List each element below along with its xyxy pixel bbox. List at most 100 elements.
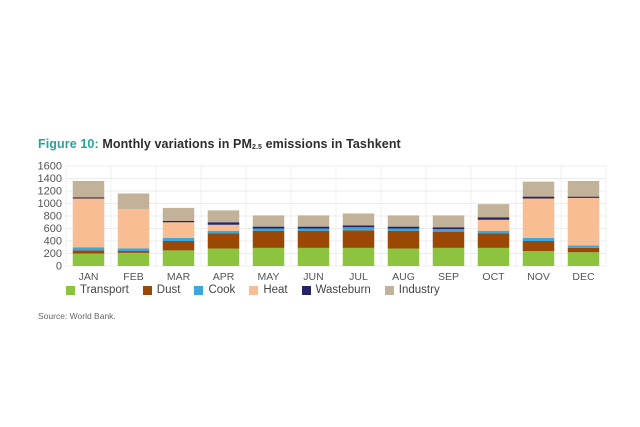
bar-segment-industry	[297, 215, 330, 227]
source-note: Source: World Bank.	[38, 311, 116, 321]
bar-stack-nov	[522, 181, 555, 266]
bar-segment-transport	[387, 248, 420, 266]
bar-segment-cook	[207, 231, 240, 234]
x-tick-label: JUL	[349, 271, 368, 283]
bar-segment-cook	[477, 231, 510, 234]
x-tick-label: MAR	[167, 271, 191, 283]
bar-stack-sep	[432, 215, 465, 266]
legend-label: Industry	[398, 284, 440, 296]
bar-segment-wasteburn	[342, 225, 375, 228]
bar-segment-cook	[387, 228, 420, 231]
bar-stack-aug	[387, 215, 420, 266]
bar-segment-cook	[297, 228, 330, 231]
bar-segment-heat	[162, 222, 195, 238]
x-tick-label: APR	[213, 271, 235, 283]
bar-segment-transport	[72, 253, 105, 266]
bar-stack-feb	[117, 193, 150, 266]
bar-stack-apr	[207, 210, 240, 266]
bar-stack-jul	[342, 213, 375, 266]
bar-segment-wasteburn	[162, 221, 195, 223]
legend-label: Transport	[80, 284, 129, 296]
bar-stack-jan	[72, 181, 105, 266]
bar-segment-dust	[567, 247, 600, 253]
chart-title: Figure 10: Monthly variations in PM2.5 e…	[38, 137, 401, 151]
bar-segment-wasteburn	[207, 222, 240, 225]
bar-segment-dust	[297, 231, 330, 248]
bar-segment-cook	[117, 248, 150, 251]
legend-label: Heat	[263, 284, 288, 296]
bar-stack-oct	[477, 204, 510, 266]
figure-label: Figure 10:	[38, 137, 99, 151]
bar-stack-dec	[567, 181, 600, 266]
x-tick-label: NOV	[527, 271, 550, 283]
bar-segment-industry	[252, 215, 285, 227]
x-tick-label: FEB	[123, 271, 143, 283]
y-tick-label: 1400	[38, 173, 62, 185]
y-tick-label: 800	[44, 211, 62, 223]
y-tick-label: 600	[44, 223, 62, 235]
bar-segment-dust	[207, 233, 240, 249]
bar-segment-dust	[477, 233, 510, 248]
bar-segment-wasteburn	[297, 226, 330, 229]
bar-segment-cook	[432, 229, 465, 232]
bar-segment-industry	[72, 181, 105, 198]
bar-segment-industry	[567, 181, 600, 197]
x-tick-label: SEP	[438, 271, 459, 283]
bar-segment-cook	[567, 245, 600, 248]
x-tick-label: JAN	[79, 271, 99, 283]
legend-item-heat: Heat	[249, 284, 288, 296]
bar-segment-wasteburn	[387, 226, 420, 229]
bar-segment-cook	[162, 237, 195, 241]
legend-label: Wasteburn	[315, 284, 371, 296]
bar-segment-dust	[252, 231, 285, 248]
bar-segment-wasteburn	[432, 227, 465, 230]
bar-segment-wasteburn	[477, 217, 510, 220]
legend: Transport Dust Cook Heat Wasteburn Industry	[66, 284, 440, 296]
bar-segment-transport	[297, 247, 330, 266]
bar-segment-industry	[207, 210, 240, 223]
legend-swatch	[66, 285, 75, 295]
legend-swatch	[249, 285, 259, 295]
bar-segment-transport	[207, 248, 240, 266]
y-tick-label: 400	[44, 236, 62, 248]
title-text-end: emissions in Tashkent	[262, 137, 401, 151]
legend-item-dust: Dust	[142, 284, 180, 296]
x-tick-label: OCT	[482, 271, 505, 283]
legend-item-cook: Cook	[194, 284, 235, 296]
title-text: Monthly variations in PM	[98, 137, 252, 151]
bar-segment-dust	[72, 250, 105, 254]
bar-segment-transport	[432, 247, 465, 266]
x-axis-ticks: JAN FEB MAR APR MAY JUN JUL AUG SEP OCT NOV DEC	[79, 271, 595, 283]
bar-segment-transport	[342, 247, 375, 266]
bar-segment-transport	[522, 251, 555, 266]
bar-segment-dust	[162, 241, 195, 251]
bar-segment-industry	[432, 215, 465, 228]
bar-segment-wasteburn	[522, 196, 555, 199]
bar-segment-heat	[117, 209, 150, 249]
legend-swatch	[142, 285, 152, 295]
bar-segment-wasteburn	[567, 196, 600, 198]
bar-segment-heat	[567, 197, 600, 246]
x-tick-label: AUG	[392, 271, 415, 283]
bar-stack-may	[252, 215, 285, 266]
bar-segment-cook	[72, 247, 105, 251]
legend-swatch	[194, 285, 204, 295]
legend-item-transport: Transport	[66, 284, 129, 296]
bar-stack-jun	[297, 215, 330, 266]
bar-segment-transport	[117, 252, 150, 266]
y-tick-label: 200	[44, 248, 62, 260]
bar-segment-dust	[432, 231, 465, 248]
bar-segment-heat	[72, 198, 105, 248]
legend-swatch	[384, 285, 394, 295]
bar-segment-industry	[117, 193, 150, 210]
title-subscript: 2.5	[251, 144, 262, 151]
gridlines	[65, 165, 607, 267]
bar-segment-industry	[387, 215, 420, 227]
x-tick-label: DEC	[572, 271, 595, 283]
bar-segment-dust	[342, 230, 375, 248]
bar-segment-heat	[522, 198, 555, 238]
legend-item-industry: Industry	[384, 284, 440, 296]
y-tick-label: 1000	[38, 198, 62, 210]
bar-segment-wasteburn	[72, 197, 105, 199]
